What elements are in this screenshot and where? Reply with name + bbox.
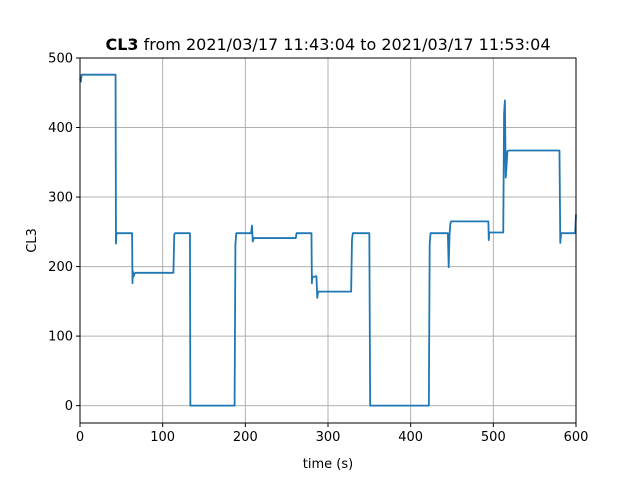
y-tick-label: 0 [65, 399, 73, 414]
y-tick-label: 500 [48, 52, 73, 67]
y-tick-label: 200 [48, 260, 73, 275]
x-axis-ticks: 0 100 200 300 400 500 600 [76, 423, 589, 445]
y-tick-label: 400 [48, 121, 73, 136]
x-axis-label: time (s) [303, 457, 353, 472]
y-axis-label: CL3 [25, 228, 40, 253]
x-tick-label: 0 [76, 430, 84, 445]
series-line [79, 73, 577, 407]
x-tick-label: 100 [150, 430, 175, 445]
y-tick-label: 300 [48, 191, 73, 206]
y-tick-label: 100 [48, 330, 73, 345]
x-tick-label: 400 [398, 430, 423, 445]
chart-title-rest: from 2021/03/17 11:43:04 to 2021/03/17 1… [139, 35, 551, 54]
chart-title-bold: CL3 [105, 35, 138, 54]
x-tick-label: 300 [316, 430, 341, 445]
x-tick-label: 500 [481, 430, 506, 445]
x-tick-label: 600 [564, 430, 589, 445]
chart-title: CL3 from 2021/03/17 11:43:04 to 2021/03/… [105, 35, 550, 54]
x-tick-label: 200 [233, 430, 258, 445]
y-axis-ticks: 0 100 200 300 400 500 [48, 52, 80, 414]
